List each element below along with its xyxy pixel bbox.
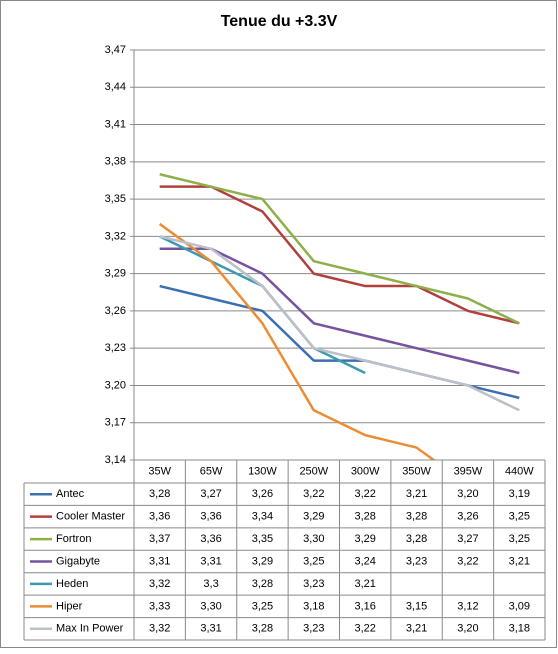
table-value: 3,27 — [200, 488, 221, 500]
table-value: 3,22 — [354, 488, 375, 500]
table-value: 3,32 — [149, 578, 170, 590]
table-value: 3,09 — [509, 600, 530, 612]
table-value: 3,25 — [509, 511, 530, 523]
table-value: 3,28 — [406, 533, 427, 545]
table-value: 3,12 — [457, 600, 478, 612]
y-tick-label: 3,32 — [105, 230, 126, 242]
table-value: 3,22 — [354, 623, 375, 635]
series-line — [159, 173, 520, 325]
table-value: 3,15 — [406, 600, 427, 612]
table-value: 3,21 — [509, 555, 530, 567]
table-value: 3,20 — [457, 488, 478, 500]
table-value: 3,26 — [457, 511, 478, 523]
table-value: 3,29 — [252, 555, 273, 567]
y-tick-label: 3,29 — [105, 268, 126, 280]
x-tick-label: 130W — [248, 465, 277, 477]
table-value: 3,25 — [252, 600, 273, 612]
legend-label: Heden — [56, 578, 88, 590]
y-tick-label: 3,44 — [105, 81, 126, 93]
table-value: 3,34 — [252, 511, 273, 523]
x-tick-label: 65W — [200, 465, 223, 477]
table-value: 3,16 — [354, 600, 375, 612]
x-tick-label: 250W — [299, 465, 328, 477]
table-value: 3,3 — [203, 578, 218, 590]
table-value: 3,32 — [149, 623, 170, 635]
chart-title: Tenue du +3.3V — [221, 13, 338, 30]
series-line — [158, 222, 436, 460]
table-value: 3,35 — [252, 533, 273, 545]
table-value: 3,20 — [457, 623, 478, 635]
table-value: 3,36 — [200, 511, 221, 523]
x-tick-label: 440W — [505, 465, 534, 477]
table-value: 3,28 — [149, 488, 170, 500]
table-value: 3,25 — [509, 533, 530, 545]
y-tick-label: 3,20 — [105, 379, 126, 391]
table-value: 3,23 — [303, 623, 324, 635]
legend-label: Antec — [56, 488, 85, 500]
table-value: 3,31 — [149, 555, 170, 567]
table-value: 3,31 — [200, 555, 221, 567]
x-tick-label: 35W — [148, 465, 171, 477]
table-value: 3,26 — [252, 488, 273, 500]
y-tick-label: 3,23 — [105, 342, 126, 354]
table-value: 3,22 — [457, 555, 478, 567]
table-value: 3,36 — [149, 511, 170, 523]
table-value: 3,29 — [354, 533, 375, 545]
y-tick-label: 3,38 — [105, 156, 126, 168]
table-value: 3,23 — [406, 555, 427, 567]
table-value: 3,28 — [354, 511, 375, 523]
y-tick-label: 3,17 — [105, 417, 126, 429]
y-tick-label: 3,41 — [105, 118, 126, 130]
table-value: 3,18 — [303, 600, 324, 612]
y-tick-label: 3,14 — [105, 454, 126, 466]
legend-label: Hiper — [56, 600, 83, 612]
table-value: 3,33 — [149, 600, 170, 612]
table-value: 3,36 — [200, 533, 221, 545]
table-value: 3,21 — [406, 623, 427, 635]
table-value: 3,23 — [303, 578, 324, 590]
table-value: 3,29 — [303, 511, 324, 523]
table-value: 3,27 — [457, 533, 478, 545]
series-line — [159, 185, 520, 325]
legend-label: Gigabyte — [56, 555, 100, 567]
x-tick-label: 350W — [402, 465, 431, 477]
table-value: 3,31 — [200, 623, 221, 635]
table-value: 3,21 — [354, 578, 375, 590]
table-value: 3,21 — [406, 488, 427, 500]
legend-label: Max In Power — [56, 623, 124, 635]
y-tick-label: 3,26 — [105, 305, 126, 317]
table-value: 3,28 — [406, 511, 427, 523]
x-tick-label: 395W — [454, 465, 483, 477]
x-tick-label: 300W — [351, 465, 380, 477]
table-value: 3,22 — [303, 488, 324, 500]
y-tick-label: 3,35 — [105, 193, 126, 205]
table-value: 3,37 — [149, 533, 170, 545]
legend-label: Cooler Master — [56, 511, 125, 523]
table-value: 3,30 — [200, 600, 221, 612]
table-value: 3,25 — [303, 555, 324, 567]
series-line — [159, 235, 520, 412]
table-value: 3,28 — [252, 578, 273, 590]
table-value: 3,30 — [303, 533, 324, 545]
table-value: 3,18 — [509, 623, 530, 635]
y-tick-label: 3,47 — [105, 44, 126, 56]
legend-label: Fortron — [56, 533, 91, 545]
table-value: 3,28 — [252, 623, 273, 635]
table-value: 3,19 — [509, 488, 530, 500]
series-line — [159, 247, 520, 375]
table-value: 3,24 — [354, 555, 375, 567]
